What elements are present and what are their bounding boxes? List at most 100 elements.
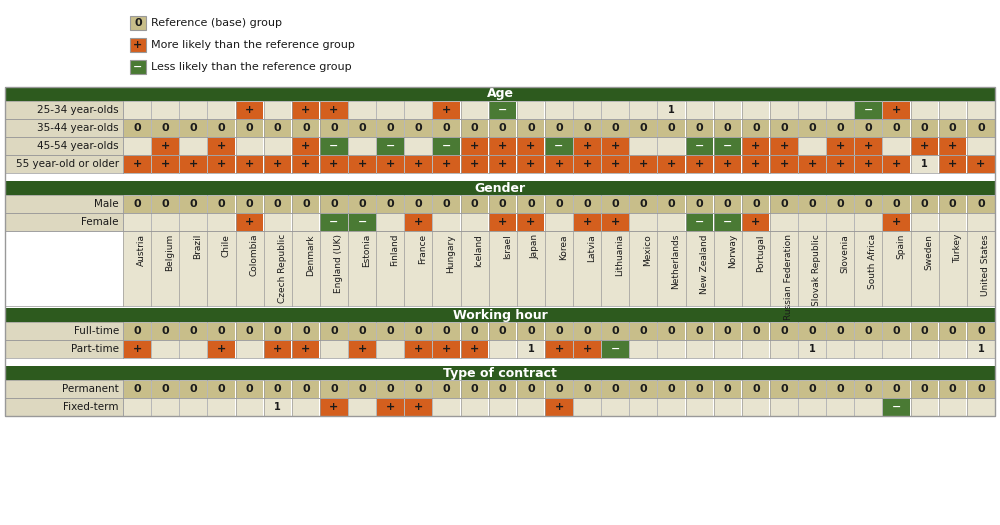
- Text: Part-time: Part-time: [71, 344, 119, 354]
- Text: 0: 0: [161, 199, 169, 209]
- Bar: [5, 308, 995, 322]
- Bar: [377, 101, 404, 119]
- Text: −: −: [329, 217, 339, 227]
- Bar: [461, 155, 488, 173]
- Text: 0: 0: [808, 123, 816, 133]
- Text: 0: 0: [668, 384, 675, 394]
- Text: 0: 0: [471, 384, 478, 394]
- Text: +: +: [329, 105, 339, 115]
- Bar: [602, 138, 629, 154]
- Text: 0: 0: [133, 123, 141, 133]
- Text: 0: 0: [330, 384, 338, 394]
- Text: 0: 0: [133, 326, 141, 336]
- Bar: [742, 214, 769, 230]
- Bar: [208, 381, 235, 397]
- Bar: [152, 214, 179, 230]
- Text: 0: 0: [752, 384, 760, 394]
- Text: 0: 0: [555, 326, 563, 336]
- Text: +: +: [583, 141, 592, 151]
- Bar: [742, 398, 769, 415]
- Text: 0: 0: [386, 326, 394, 336]
- Text: +: +: [132, 344, 142, 354]
- Text: 0: 0: [218, 199, 225, 209]
- Bar: [742, 101, 769, 119]
- Text: 0: 0: [808, 199, 816, 209]
- Bar: [855, 101, 882, 119]
- Bar: [545, 120, 573, 136]
- Text: +: +: [667, 159, 676, 169]
- Bar: [5, 231, 123, 306]
- Bar: [967, 381, 994, 397]
- Bar: [658, 398, 685, 415]
- Text: 0: 0: [640, 384, 647, 394]
- Bar: [911, 155, 938, 173]
- Text: 0: 0: [218, 326, 225, 336]
- Text: 0: 0: [330, 123, 338, 133]
- Text: 0: 0: [865, 199, 872, 209]
- Bar: [5, 380, 123, 398]
- Text: 0: 0: [893, 384, 900, 394]
- Bar: [855, 381, 882, 397]
- Bar: [911, 101, 938, 119]
- Bar: [770, 155, 798, 173]
- Text: +: +: [273, 159, 282, 169]
- Text: +: +: [414, 159, 423, 169]
- Bar: [377, 138, 404, 154]
- Bar: [686, 101, 713, 119]
- Text: 0: 0: [921, 199, 928, 209]
- Text: Turkey: Turkey: [953, 234, 962, 264]
- Bar: [545, 195, 573, 213]
- Text: 0: 0: [330, 326, 338, 336]
- Text: 0: 0: [724, 123, 732, 133]
- Bar: [489, 214, 516, 230]
- Bar: [208, 120, 235, 136]
- Bar: [742, 381, 769, 397]
- Bar: [602, 101, 629, 119]
- Text: 0: 0: [386, 123, 394, 133]
- Bar: [658, 155, 685, 173]
- Bar: [433, 138, 460, 154]
- Bar: [405, 214, 432, 230]
- Bar: [124, 138, 151, 154]
- Text: 0: 0: [949, 199, 957, 209]
- Text: +: +: [414, 344, 423, 354]
- Bar: [489, 398, 516, 415]
- Bar: [180, 398, 207, 415]
- Bar: [602, 155, 629, 173]
- Bar: [545, 155, 573, 173]
- Bar: [405, 155, 432, 173]
- Text: +: +: [161, 141, 170, 151]
- Bar: [320, 214, 348, 230]
- Text: 0: 0: [808, 384, 816, 394]
- Bar: [939, 341, 966, 358]
- Text: Belgium: Belgium: [165, 234, 174, 271]
- Bar: [574, 214, 601, 230]
- Bar: [180, 322, 207, 340]
- Text: −: −: [723, 141, 732, 151]
- Bar: [152, 155, 179, 173]
- Text: +: +: [273, 344, 282, 354]
- Text: 0: 0: [949, 384, 957, 394]
- Text: 0: 0: [161, 326, 169, 336]
- Text: 0: 0: [161, 384, 169, 394]
- Bar: [517, 138, 544, 154]
- Bar: [574, 120, 601, 136]
- Bar: [574, 322, 601, 340]
- Text: +: +: [976, 159, 986, 169]
- Text: −: −: [498, 105, 507, 115]
- Bar: [208, 341, 235, 358]
- Text: 0: 0: [836, 384, 844, 394]
- Text: 0: 0: [893, 326, 900, 336]
- Text: 0: 0: [415, 123, 422, 133]
- Bar: [152, 195, 179, 213]
- Bar: [208, 214, 235, 230]
- Bar: [770, 322, 798, 340]
- Bar: [517, 155, 544, 173]
- Bar: [517, 120, 544, 136]
- Bar: [827, 381, 854, 397]
- Bar: [152, 101, 179, 119]
- Bar: [264, 120, 291, 136]
- Text: 0: 0: [724, 199, 732, 209]
- Text: 0: 0: [808, 326, 816, 336]
- Bar: [377, 322, 404, 340]
